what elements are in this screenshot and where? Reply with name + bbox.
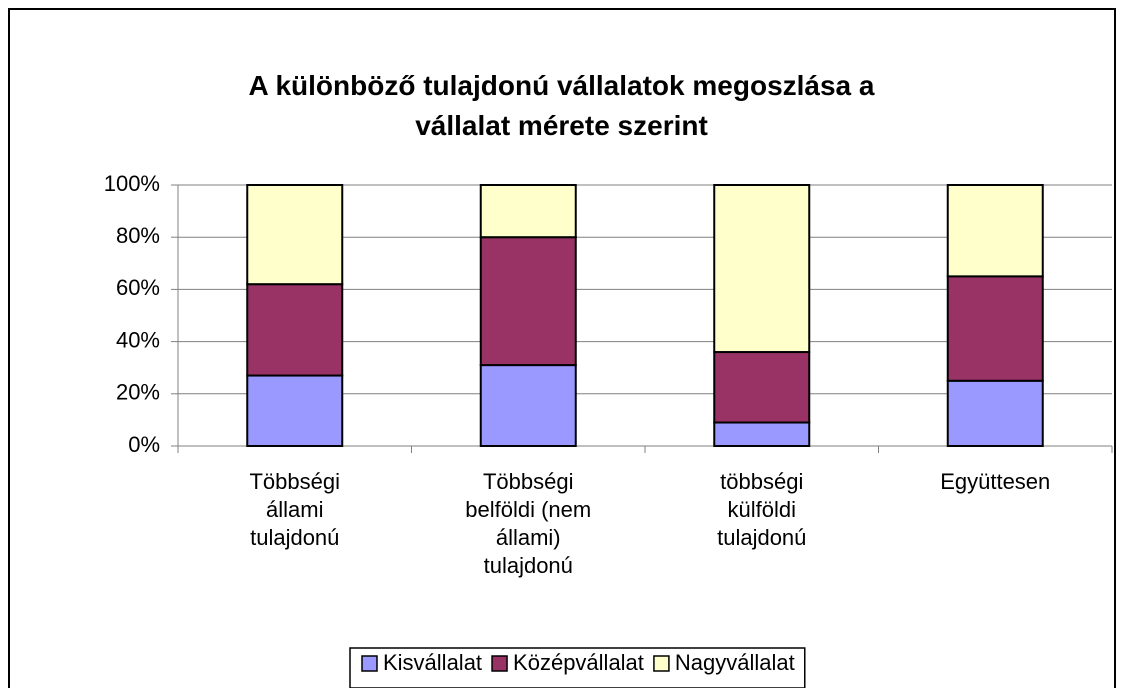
legend-box: [349, 647, 806, 688]
y-tick-label: 20%: [116, 380, 160, 405]
chart-title: A különböző tulajdonú vállalatok megoszl…: [248, 70, 875, 141]
legend-swatch: [491, 655, 508, 672]
legend-label: Kisvállalat: [383, 650, 482, 675]
y-tick-label: 80%: [116, 223, 160, 248]
x-tick-label: Együttesen: [940, 469, 1051, 494]
bar-segment: [479, 236, 577, 367]
bar-segment: [246, 374, 344, 447]
y-tick-label: 100%: [104, 171, 160, 196]
bar-segment: [713, 351, 811, 424]
bar-segment: [946, 379, 1044, 447]
bar-segment: [246, 283, 344, 377]
bar-segment: [946, 184, 1044, 278]
bar-segment: [713, 421, 811, 448]
x-tick-label: többségi külföldi tulajdonú: [717, 469, 807, 550]
legend-label: Középvállalat: [513, 650, 644, 675]
bar-segment: [946, 275, 1044, 382]
y-tick-label: 40%: [116, 327, 160, 352]
x-tick-label: Többségi állami tulajdonú: [249, 469, 340, 550]
legend-label: Nagyvállalat: [675, 650, 795, 675]
bar-segment: [479, 184, 577, 239]
bar-segment: [713, 184, 811, 354]
y-tick-label: 60%: [116, 275, 160, 300]
legend-swatch: [653, 655, 670, 672]
y-tick-label: 0%: [128, 432, 160, 457]
x-tick-label: Többségi belföldi (nem állami) tulajdonú: [465, 469, 592, 578]
legend-swatch: [361, 655, 378, 672]
bar-segment: [246, 184, 344, 286]
bar-segment: [479, 364, 577, 447]
